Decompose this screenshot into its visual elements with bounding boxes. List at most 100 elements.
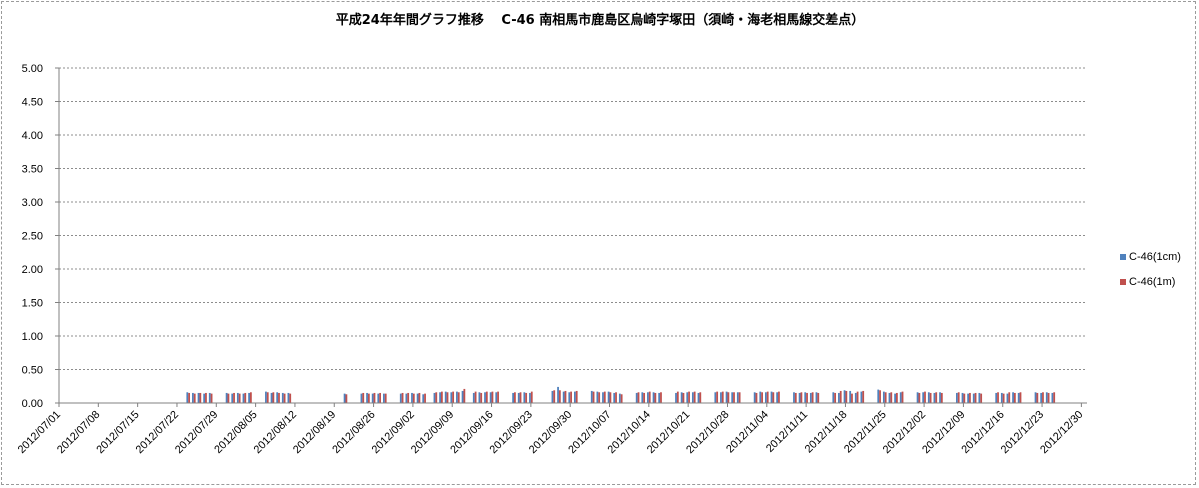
bar-1cm bbox=[972, 393, 975, 403]
bar-1cm bbox=[809, 392, 812, 403]
bar-1cm bbox=[1006, 393, 1009, 403]
bar-1m bbox=[485, 391, 488, 403]
bar-1cm bbox=[1051, 392, 1054, 403]
bar-1cm bbox=[832, 392, 835, 403]
bar-1m bbox=[1019, 392, 1022, 403]
bar-1m bbox=[733, 392, 735, 403]
bar-1cm bbox=[568, 392, 571, 403]
bar-1cm bbox=[961, 392, 964, 403]
bar-1m bbox=[379, 392, 381, 403]
y-tick-label: 5.00 bbox=[22, 63, 43, 75]
bar-1cm bbox=[383, 393, 385, 403]
bar-1cm bbox=[899, 392, 902, 403]
bar-1cm bbox=[765, 392, 767, 403]
bar-1cm bbox=[618, 393, 621, 403]
bar-1cm bbox=[770, 391, 773, 403]
legend-label: C-46(1cm) bbox=[1129, 251, 1181, 263]
bar-1cm bbox=[1045, 392, 1048, 403]
x-tick-label: 2012/11/04 bbox=[724, 409, 771, 456]
bar-1m bbox=[519, 392, 522, 403]
bar-1cm bbox=[647, 392, 649, 403]
bar-1cm bbox=[613, 392, 616, 403]
bar-1cm bbox=[186, 392, 189, 403]
bar-1m bbox=[491, 391, 494, 403]
y-tick-label: 3.00 bbox=[22, 197, 43, 209]
bar-1m bbox=[474, 391, 477, 403]
bar-1m bbox=[407, 392, 410, 403]
bar-1m bbox=[901, 391, 904, 403]
bar-1m bbox=[283, 393, 286, 403]
bar-1m bbox=[856, 391, 859, 403]
bar-1cm bbox=[607, 391, 610, 403]
bar-1m bbox=[738, 392, 741, 403]
bar-1m bbox=[418, 392, 421, 403]
bar-1cm bbox=[248, 392, 250, 403]
bar-1cm bbox=[995, 392, 998, 403]
bar-1cm bbox=[478, 392, 481, 403]
x-axis-ticks: 2012/07/012012/07/082012/07/152012/07/22… bbox=[16, 403, 1086, 456]
bar-1m bbox=[834, 392, 837, 403]
bar-1m bbox=[249, 392, 252, 403]
bar-1cm bbox=[849, 390, 852, 403]
bar-1m bbox=[918, 392, 921, 403]
y-axis-ticks: 5.00 4.50 4.00 3.50 3.00 2.50 2.00 1.50 1.00 0.50… bbox=[22, 63, 59, 410]
bar-1cm bbox=[461, 390, 464, 403]
bar-1cm bbox=[1034, 392, 1037, 403]
bar-1m bbox=[620, 394, 623, 403]
bar-1cm bbox=[635, 392, 638, 403]
bar-1cm bbox=[203, 393, 206, 403]
bar-1m bbox=[345, 394, 348, 403]
bar-1m bbox=[480, 392, 483, 403]
y-tick-label: 0.00 bbox=[22, 398, 43, 410]
bar-1cm bbox=[776, 392, 779, 403]
bar-1m bbox=[530, 391, 533, 403]
chart-title: 平成24年年間グラフ推移 C-46 南相馬市鹿島区烏崎字塚田（須崎・海老相馬線交… bbox=[336, 12, 864, 28]
x-tick-label: 2012/12/30 bbox=[1038, 409, 1085, 456]
bar-1cm bbox=[377, 393, 380, 403]
bar-1cm bbox=[529, 392, 531, 403]
bar-1m bbox=[1013, 392, 1016, 403]
bar-1m bbox=[862, 390, 865, 403]
bar-1m bbox=[929, 392, 932, 403]
bar-1cm bbox=[697, 392, 700, 403]
bar-1m bbox=[699, 392, 702, 403]
bar-1m bbox=[693, 391, 696, 403]
bar-1cm bbox=[562, 391, 565, 403]
y-tick-label: 2.50 bbox=[22, 231, 43, 243]
bar-1m bbox=[935, 392, 938, 403]
bar-1cm bbox=[602, 392, 604, 403]
bar-1cm bbox=[366, 392, 368, 403]
bar-1cm bbox=[1017, 392, 1020, 403]
bar-1cm bbox=[456, 391, 458, 403]
bar-1cm bbox=[281, 392, 284, 403]
bar-1cm bbox=[276, 392, 279, 403]
y-tick-label: 0.50 bbox=[22, 365, 43, 377]
bar-1cm bbox=[231, 393, 234, 403]
bar-1m bbox=[497, 391, 499, 403]
bar-1m bbox=[643, 392, 646, 403]
bar-1m bbox=[896, 392, 898, 403]
bars bbox=[186, 386, 1056, 403]
bar-1m bbox=[794, 392, 797, 403]
bar-1m bbox=[1008, 392, 1011, 403]
bar-1m bbox=[592, 391, 595, 403]
bar-1m bbox=[660, 392, 662, 403]
bar-1m bbox=[851, 393, 853, 403]
y-tick-label: 2.00 bbox=[22, 264, 43, 276]
bar-1m bbox=[278, 392, 280, 403]
bar-1cm bbox=[894, 393, 897, 403]
bar-1m bbox=[446, 392, 449, 403]
bar-1m bbox=[778, 391, 780, 403]
bar-1cm bbox=[759, 391, 762, 403]
bar-1cm bbox=[596, 391, 599, 403]
bar-1m bbox=[609, 392, 612, 403]
bar-1m bbox=[884, 392, 887, 403]
bar-1cm bbox=[927, 392, 930, 403]
bar-1m bbox=[1047, 392, 1050, 403]
bar-1m bbox=[362, 392, 365, 403]
y-tick-label: 1.50 bbox=[22, 298, 43, 310]
legend-label: C-46(1m) bbox=[1129, 276, 1175, 288]
y-tick-label: 4.00 bbox=[22, 130, 43, 142]
bar-1m bbox=[688, 391, 690, 403]
bar-1m bbox=[890, 392, 893, 403]
